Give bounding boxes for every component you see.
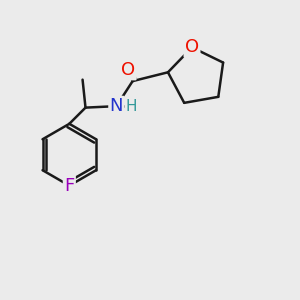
Text: O: O (185, 38, 199, 56)
Text: H: H (126, 99, 137, 114)
Text: N: N (110, 97, 123, 115)
Text: F: F (64, 177, 74, 195)
Text: O: O (121, 61, 135, 79)
